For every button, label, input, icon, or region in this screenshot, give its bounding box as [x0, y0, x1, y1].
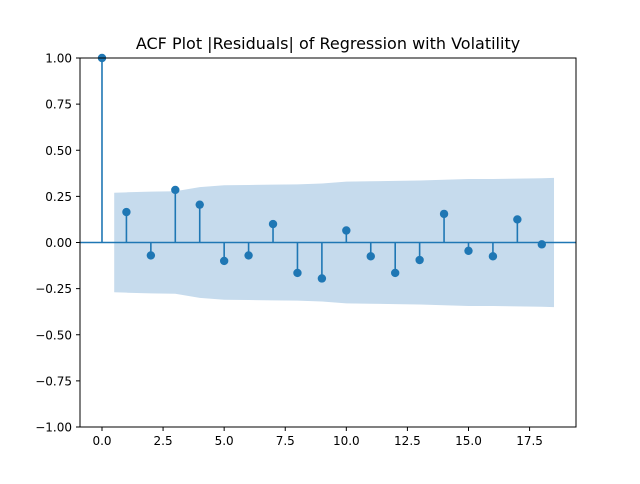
acf-marker-lag-1: [122, 207, 131, 217]
acf-marker-lag-3: [171, 185, 180, 195]
acf-marker-lag-10: [342, 226, 351, 235]
chart-title: ACF Plot |Residuals| of Regression with …: [136, 34, 520, 53]
x-tick-label: 12.5: [394, 434, 421, 448]
y-tick-label: −0.25: [35, 282, 72, 296]
acf-marker-lag-8: [293, 268, 302, 278]
acf-marker-lag-6: [244, 251, 253, 260]
acf-marker-lag-13: [415, 255, 424, 265]
y-tick-label: −0.50: [35, 328, 72, 342]
y-tick-label: 0.50: [45, 144, 72, 158]
acf-marker-lag-9: [317, 274, 327, 283]
acf-marker-lag-7: [268, 219, 278, 229]
acf-marker-lag-14: [439, 209, 449, 219]
x-tick-label: 17.5: [516, 434, 543, 448]
x-tick-label: 0.0: [92, 434, 111, 448]
y-tick-label: 0.00: [45, 236, 72, 250]
acf-marker-lag-11: [366, 252, 375, 261]
x-tick-label: 10.0: [333, 434, 360, 448]
acf-marker-lag-4: [195, 200, 204, 209]
acf-marker-lag-5: [219, 256, 229, 266]
y-tick-label: 0.75: [45, 98, 72, 112]
x-tick-label: 5.0: [215, 434, 234, 448]
y-tick-label: 1.00: [45, 52, 72, 66]
x-tick-label: 7.5: [276, 434, 295, 448]
plot-area: 0.0 2.5 5.0 7.5 10.0 12.5 15.0 17.5 −1.00 −0.75 −0…: [35, 52, 577, 448]
y-tick-label: −0.75: [35, 374, 72, 388]
x-tick-label: 15.0: [455, 434, 482, 448]
acf-marker-lag-17: [513, 215, 522, 224]
y-tick-label: −1.00: [35, 421, 72, 435]
acf-marker-lag-16: [488, 252, 498, 261]
acf-marker-lag-2: [146, 251, 156, 260]
x-tick-label: 2.5: [154, 434, 173, 448]
y-tick-label: 0.25: [45, 190, 72, 204]
acf-marker-lag-18: [537, 240, 546, 249]
acf-marker-lag-15: [464, 246, 473, 256]
acf-marker-lag-12: [390, 268, 400, 278]
